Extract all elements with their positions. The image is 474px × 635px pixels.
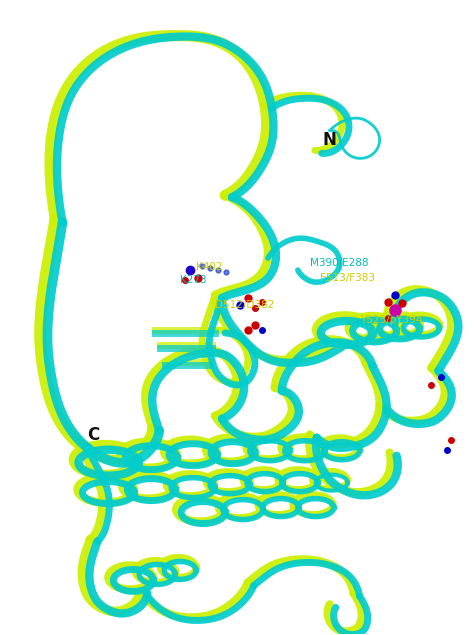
Text: K273: K273 (180, 275, 207, 285)
Text: M390/E288: M390/E288 (310, 258, 368, 268)
Text: K402: K402 (196, 262, 223, 272)
Text: N: N (323, 131, 337, 149)
Text: D512/D382: D512/D382 (215, 300, 274, 310)
Text: C: C (87, 425, 100, 444)
Text: Y525/pY394: Y525/pY394 (360, 315, 422, 325)
Text: F513/F383: F513/F383 (320, 273, 375, 283)
